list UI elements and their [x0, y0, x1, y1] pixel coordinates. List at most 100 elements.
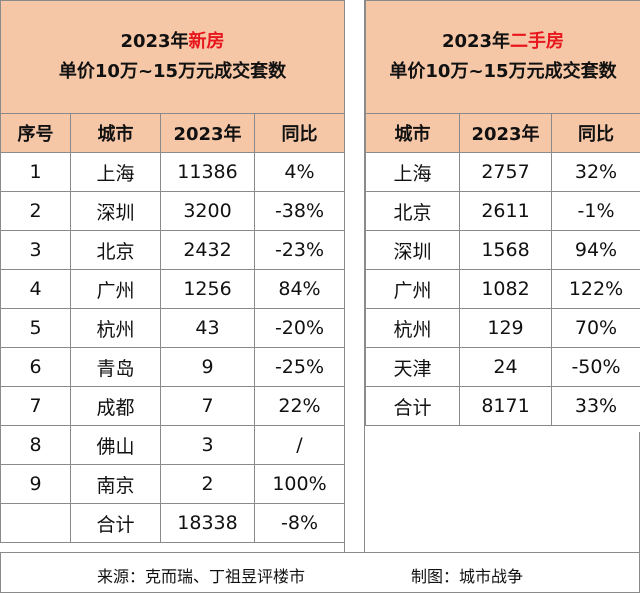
- count-cell: 2: [160, 464, 255, 504]
- city-cell: 南京: [70, 464, 161, 504]
- rank-cell: 3: [0, 230, 71, 270]
- table-row: 北京 2611 -1%: [365, 191, 640, 231]
- count-cell: 1082: [459, 269, 552, 309]
- yoy-cell: 94%: [551, 230, 640, 270]
- new-home-title-year: 2023年: [120, 31, 189, 52]
- column-header: 城市: [365, 113, 460, 153]
- resale-title: 2023年二手房 单价10万~15万元成交套数: [365, 0, 640, 114]
- table-gap: [344, 0, 365, 552]
- rank-cell: 2: [0, 191, 71, 231]
- yoy-cell: 70%: [551, 308, 640, 348]
- new-home-title-row: 2023年新房 单价10万~15万元成交套数: [0, 0, 345, 114]
- count-cell: 9: [160, 347, 255, 387]
- resale-title-highlight: 二手房: [510, 31, 565, 52]
- city-cell: 青岛: [70, 347, 161, 387]
- table-row: 9 南京 2 100%: [0, 464, 345, 504]
- table-row: 6 青岛 9 -25%: [0, 347, 345, 387]
- new-home-subtitle: 单价10万~15万元成交套数: [58, 61, 287, 82]
- count-cell: 7: [160, 386, 255, 426]
- yoy-cell: /: [254, 425, 345, 465]
- yoy-cell: 32%: [551, 152, 640, 192]
- count-cell: 2757: [459, 152, 552, 192]
- city-cell: 深圳: [70, 191, 161, 231]
- resale-subtitle: 单价10万~15万元成交套数: [389, 61, 617, 82]
- city-cell: 北京: [70, 230, 161, 270]
- column-header: 同比: [551, 113, 640, 153]
- table-row: 1 上海 11386 4%: [0, 152, 345, 192]
- table-row: 7 成都 7 22%: [0, 386, 345, 426]
- column-header: 2023年: [160, 113, 255, 153]
- source-note: 来源：克而瑞、丁祖昱评楼市: [97, 567, 306, 586]
- resale-title-year: 2023年: [441, 31, 511, 52]
- city-cell: 杭州: [365, 308, 460, 348]
- rank-cell: [0, 503, 71, 543]
- yoy-cell: -20%: [254, 308, 345, 348]
- count-cell: 3200: [160, 191, 255, 231]
- count-cell: 1568: [459, 230, 552, 270]
- city-cell: 广州: [365, 269, 460, 309]
- new-home-title: 2023年新房 单价10万~15万元成交套数: [0, 0, 345, 114]
- count-cell: 24: [459, 347, 552, 387]
- count-cell: 129: [459, 308, 552, 348]
- rank-cell: 1: [0, 152, 71, 192]
- column-header: 同比: [254, 113, 345, 153]
- city-cell: 天津: [365, 347, 460, 387]
- yoy-cell: 33%: [551, 386, 640, 426]
- count-cell: 3: [160, 425, 255, 465]
- table-row: 杭州 129 70%: [365, 308, 640, 348]
- count-cell: 2611: [459, 191, 552, 231]
- count-cell: 8171: [459, 386, 552, 426]
- count-cell: 43: [160, 308, 255, 348]
- yoy-cell: -1%: [551, 191, 640, 231]
- table-row: 3 北京 2432 -23%: [0, 230, 345, 270]
- count-cell: 11386: [160, 152, 255, 192]
- table-row: 4 广州 1256 84%: [0, 269, 345, 309]
- yoy-cell: 84%: [254, 269, 345, 309]
- city-cell: 成都: [70, 386, 161, 426]
- city-cell: 北京: [365, 191, 460, 231]
- column-header: 序号: [0, 113, 71, 153]
- resale-header-row: 城市 2023年 同比: [365, 113, 640, 153]
- rank-cell: 4: [0, 269, 71, 309]
- yoy-cell: -25%: [254, 347, 345, 387]
- city-cell: 佛山: [70, 425, 161, 465]
- made-by-note: 制图：城市战争: [411, 567, 524, 586]
- resale-empty-area: [365, 432, 640, 552]
- count-cell: 18338: [160, 503, 255, 543]
- table-row: 8 佛山 3/: [0, 425, 345, 465]
- resale-title-row: 2023年二手房 单价10万~15万元成交套数: [365, 0, 640, 114]
- count-cell: 1256: [160, 269, 255, 309]
- city-cell: 上海: [70, 152, 161, 192]
- city-cell: 深圳: [365, 230, 460, 270]
- column-header: 城市: [70, 113, 161, 153]
- table-row: 天津 24 -50%: [365, 347, 640, 387]
- table-row: 上海 2757 32%: [365, 152, 640, 192]
- rank-cell: 9: [0, 464, 71, 504]
- rank-cell: 8: [0, 425, 71, 465]
- yoy-cell: -50%: [551, 347, 640, 387]
- new-home-header-row: 序号 城市 2023年 同比: [0, 113, 345, 153]
- city-cell: 合计: [70, 503, 161, 543]
- city-cell: 广州: [70, 269, 161, 309]
- table-row: 5 杭州 43 -20%: [0, 308, 345, 348]
- table-row: 广州 1082 122%: [365, 269, 640, 309]
- yoy-cell: 122%: [551, 269, 640, 309]
- city-cell: 上海: [365, 152, 460, 192]
- table-row: 合计 18338 -8%: [0, 503, 345, 543]
- count-cell: 2432: [160, 230, 255, 270]
- rank-cell: 6: [0, 347, 71, 387]
- yoy-cell: 22%: [254, 386, 345, 426]
- city-cell: 杭州: [70, 308, 161, 348]
- table-row: 2 深圳 3200 -38%: [0, 191, 345, 231]
- footer: 来源：克而瑞、丁祖昱评楼市 制图：城市战争: [0, 552, 640, 593]
- yoy-cell: 100%: [254, 464, 345, 504]
- yoy-cell: 4%: [254, 152, 345, 192]
- table-row: 深圳 1568 94%: [365, 230, 640, 270]
- yoy-cell: -8%: [254, 503, 345, 543]
- yoy-cell: -23%: [254, 230, 345, 270]
- rank-cell: 5: [0, 308, 71, 348]
- new-home-title-highlight: 新房: [188, 31, 225, 52]
- column-header: 2023年: [459, 113, 552, 153]
